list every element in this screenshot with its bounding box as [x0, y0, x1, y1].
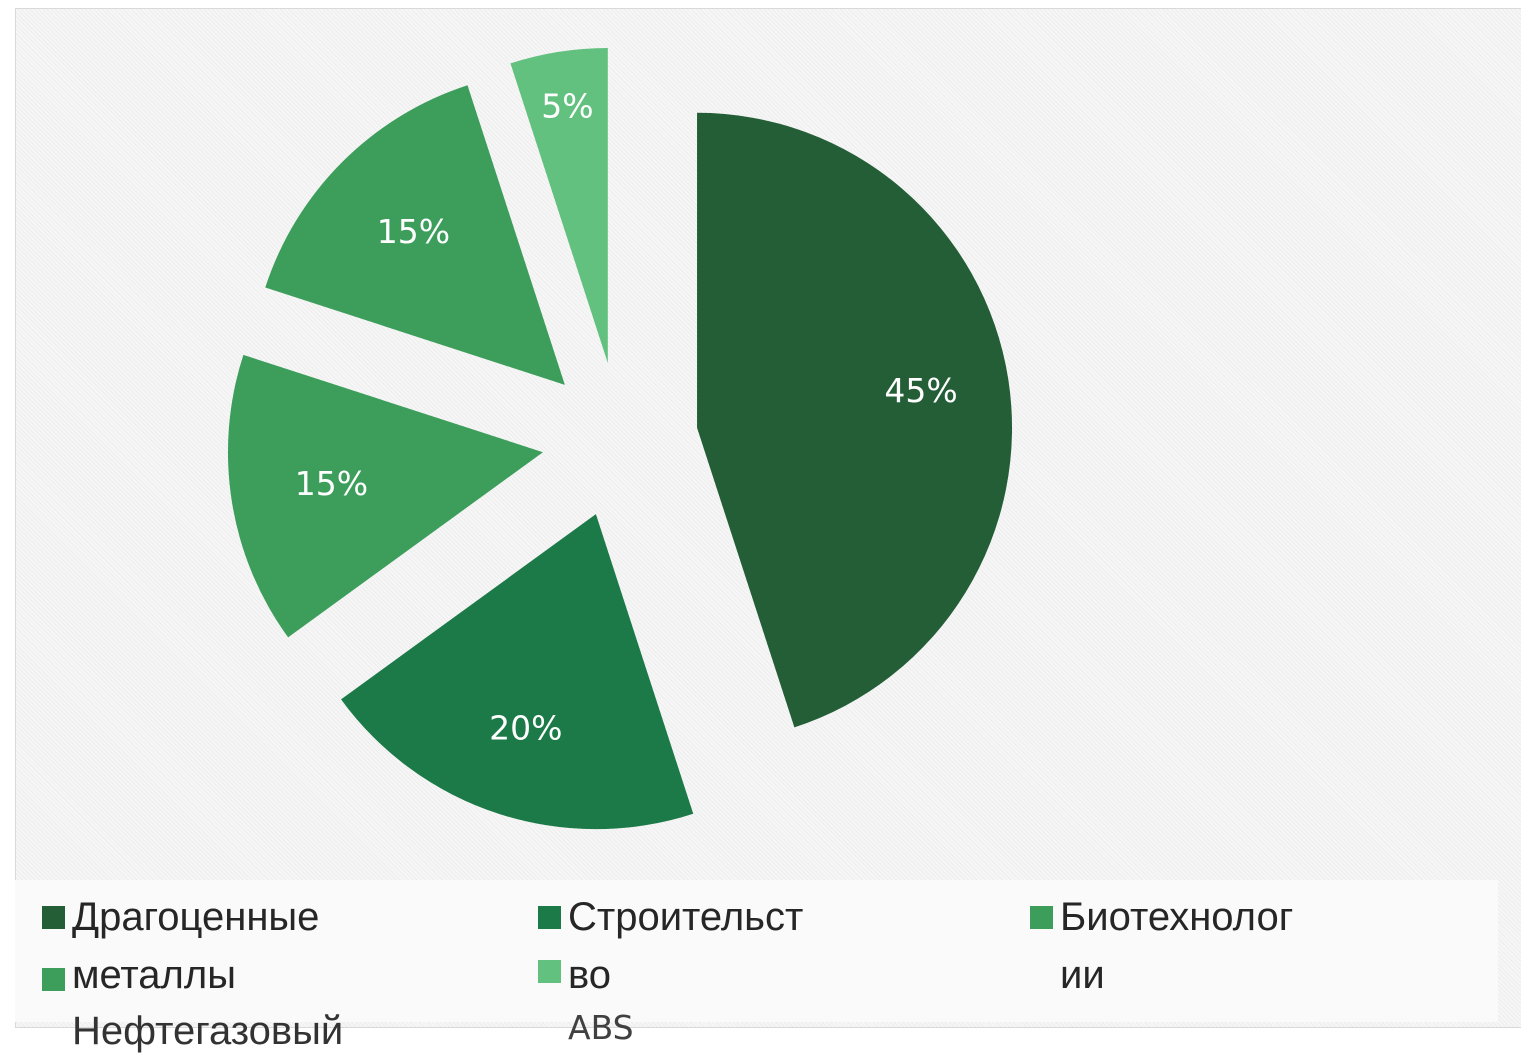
- legend-label: Нефтегазовый: [72, 1009, 344, 1053]
- legend-item-precious-metals: Драгоценные металлы: [42, 888, 319, 1004]
- legend-item-oil-gas: Нефтегазовый: [42, 960, 343, 1060]
- data-label: 45%: [884, 371, 957, 410]
- slice-construction: [341, 514, 694, 830]
- data-label: 15%: [377, 212, 450, 251]
- legend-swatch: [42, 906, 65, 929]
- data-label: 15%: [295, 464, 368, 503]
- legend-item-biotech: Биотехнолог ии: [1030, 888, 1293, 1004]
- slice-precious-metals: [697, 112, 1013, 728]
- legend-swatch: [1030, 906, 1053, 929]
- legend-label: Строительст во: [568, 895, 804, 997]
- data-label: 5%: [541, 86, 593, 125]
- legend: Драгоценные металлы Строительст во Биоте…: [15, 880, 1498, 1053]
- slice-abs: [510, 47, 608, 363]
- slice-oil-gas: [265, 85, 565, 385]
- legend-swatch: [538, 960, 561, 983]
- legend-item-construction: Строительст во: [538, 888, 803, 1004]
- legend-label: Драгоценные металлы: [72, 895, 320, 997]
- pie-slices: [227, 47, 1013, 830]
- legend-label: ABS: [568, 1008, 634, 1047]
- data-labels: 45% 20% 15% 15% 5%: [295, 86, 958, 747]
- legend-item-abs: ABS: [538, 960, 634, 1048]
- data-label: 20%: [489, 708, 562, 747]
- legend-label: Биотехнолог ии: [1060, 895, 1294, 997]
- legend-swatch: [538, 906, 561, 929]
- slice-biotech: [227, 354, 543, 638]
- legend-swatch: [42, 968, 65, 991]
